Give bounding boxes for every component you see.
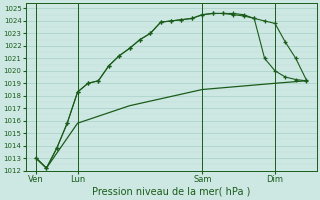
X-axis label: Pression niveau de la mer( hPa ): Pression niveau de la mer( hPa ) (92, 187, 250, 197)
